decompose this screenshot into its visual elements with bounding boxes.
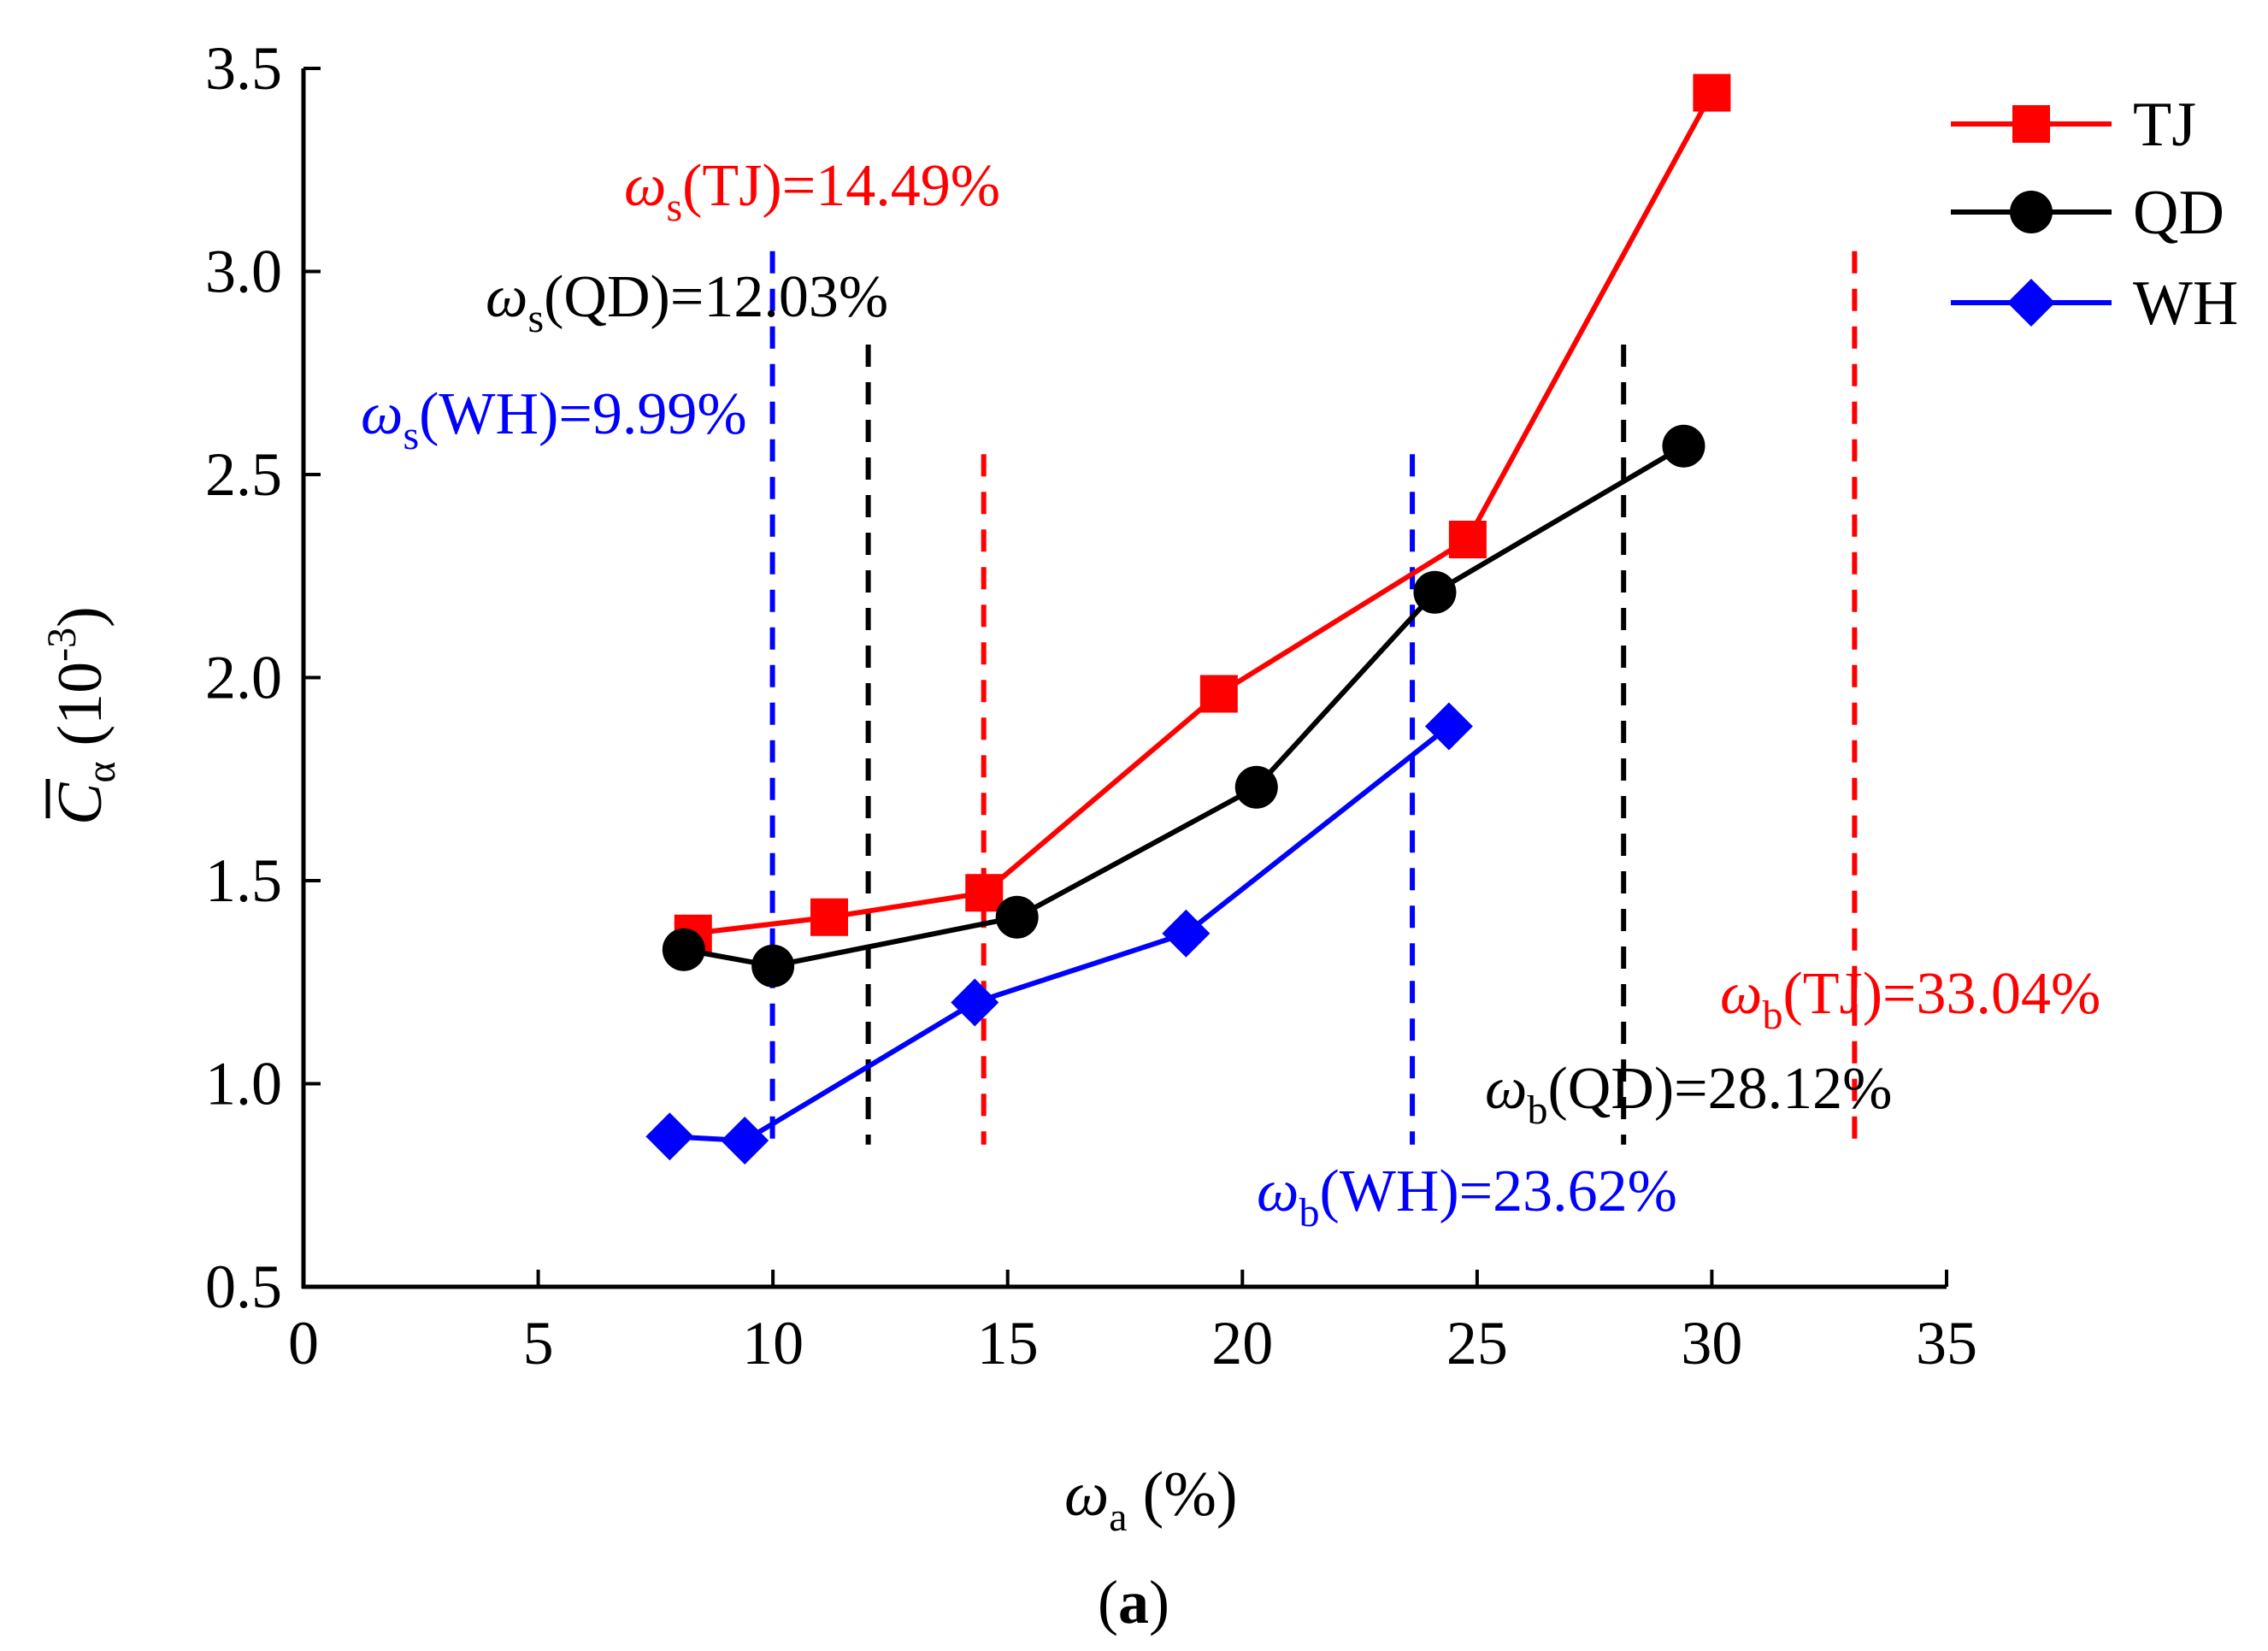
annotation-wb-wh: ωb(WH)=23.62%	[1257, 1159, 1677, 1235]
data-point-wh	[645, 1112, 694, 1161]
x-tick-label: 20	[1211, 1309, 1273, 1377]
annotation-wb-qd: ωb(QD)=28.12%	[1485, 1056, 1892, 1133]
legend-label-tj: TJ	[2133, 90, 2196, 160]
legend-entry-qd: QD	[1951, 178, 2224, 248]
legend-marker-wh	[2007, 279, 2055, 327]
annotation-wb-tj: ωb(TJ)=33.04%	[1720, 961, 2100, 1038]
x-axis-title: ωa (%)	[1064, 1459, 1238, 1540]
x-tick-label: 25	[1446, 1309, 1508, 1377]
series-line-tj	[692, 91, 1715, 936]
y-tick-label: 2.0	[205, 644, 282, 712]
figure-caption: (a)	[1098, 1568, 1169, 1636]
axis-ticks: 0 5 10 15 20 25 30 35 0.5 1.0 1.5 2.0 2.5 3.0 3.5	[205, 34, 1977, 1377]
annotation-ws-wh: ωs(WH)=9.99%	[361, 381, 747, 458]
threshold-lines	[769, 251, 1858, 1145]
data-point-wh	[951, 978, 999, 1027]
y-tick-label: 1.5	[205, 846, 282, 915]
legend: TJ QD WH	[1951, 90, 2238, 339]
data-point-qd	[1662, 424, 1705, 468]
annotation-ws-qd: ωs(QD)=12.03%	[486, 264, 888, 341]
data-point-qd	[995, 895, 1039, 939]
y-tick-label: 3.0	[205, 238, 282, 306]
legend-entry-tj: TJ	[1951, 90, 2196, 160]
data-point-tj	[1693, 74, 1731, 112]
data-point-tj	[1448, 521, 1487, 558]
data-point-qd	[751, 944, 795, 988]
data-point-qd	[1234, 765, 1278, 809]
y-tick-label: 2.5	[205, 440, 282, 509]
data-point-tj	[1199, 675, 1238, 713]
y-axis-title-text: Cα(10-3)	[39, 606, 124, 825]
legend-label-wh: WH	[2133, 268, 2238, 339]
x-tick-label: 30	[1681, 1309, 1742, 1377]
x-tick-label: 15	[977, 1309, 1039, 1377]
legend-entry-wh: WH	[1951, 268, 2238, 339]
data-point-qd	[1413, 570, 1457, 614]
y-tick-label: 1.0	[205, 1050, 282, 1118]
legend-label-qd: QD	[2133, 178, 2224, 248]
data-point-wh	[1162, 909, 1211, 958]
data-point-tj	[810, 898, 849, 936]
x-tick-label: 10	[742, 1309, 804, 1377]
y-tick-label: 3.5	[205, 34, 282, 103]
x-tick-label: 0	[288, 1309, 319, 1377]
y-tick-label: 0.5	[205, 1253, 282, 1321]
data-point-wh	[1424, 702, 1473, 751]
series-layer	[645, 74, 1731, 1165]
x-tick-label: 35	[1916, 1309, 1977, 1377]
data-point-qd	[662, 928, 705, 971]
legend-marker-qd	[2010, 191, 2053, 233]
threshold-annotations: ωs(TJ)=14.49% ωs(QD)=12.03% ωs(WH)=9.99%…	[361, 153, 2100, 1235]
data-point-tj	[965, 874, 1004, 912]
x-tick-label: 5	[523, 1309, 554, 1377]
y-axis-title: Cα(10-3)	[39, 606, 124, 825]
legend-marker-tj	[2012, 105, 2050, 143]
data-point-wh	[721, 1117, 769, 1165]
annotation-ws-tj: ωs(TJ)=14.49%	[624, 153, 1000, 230]
